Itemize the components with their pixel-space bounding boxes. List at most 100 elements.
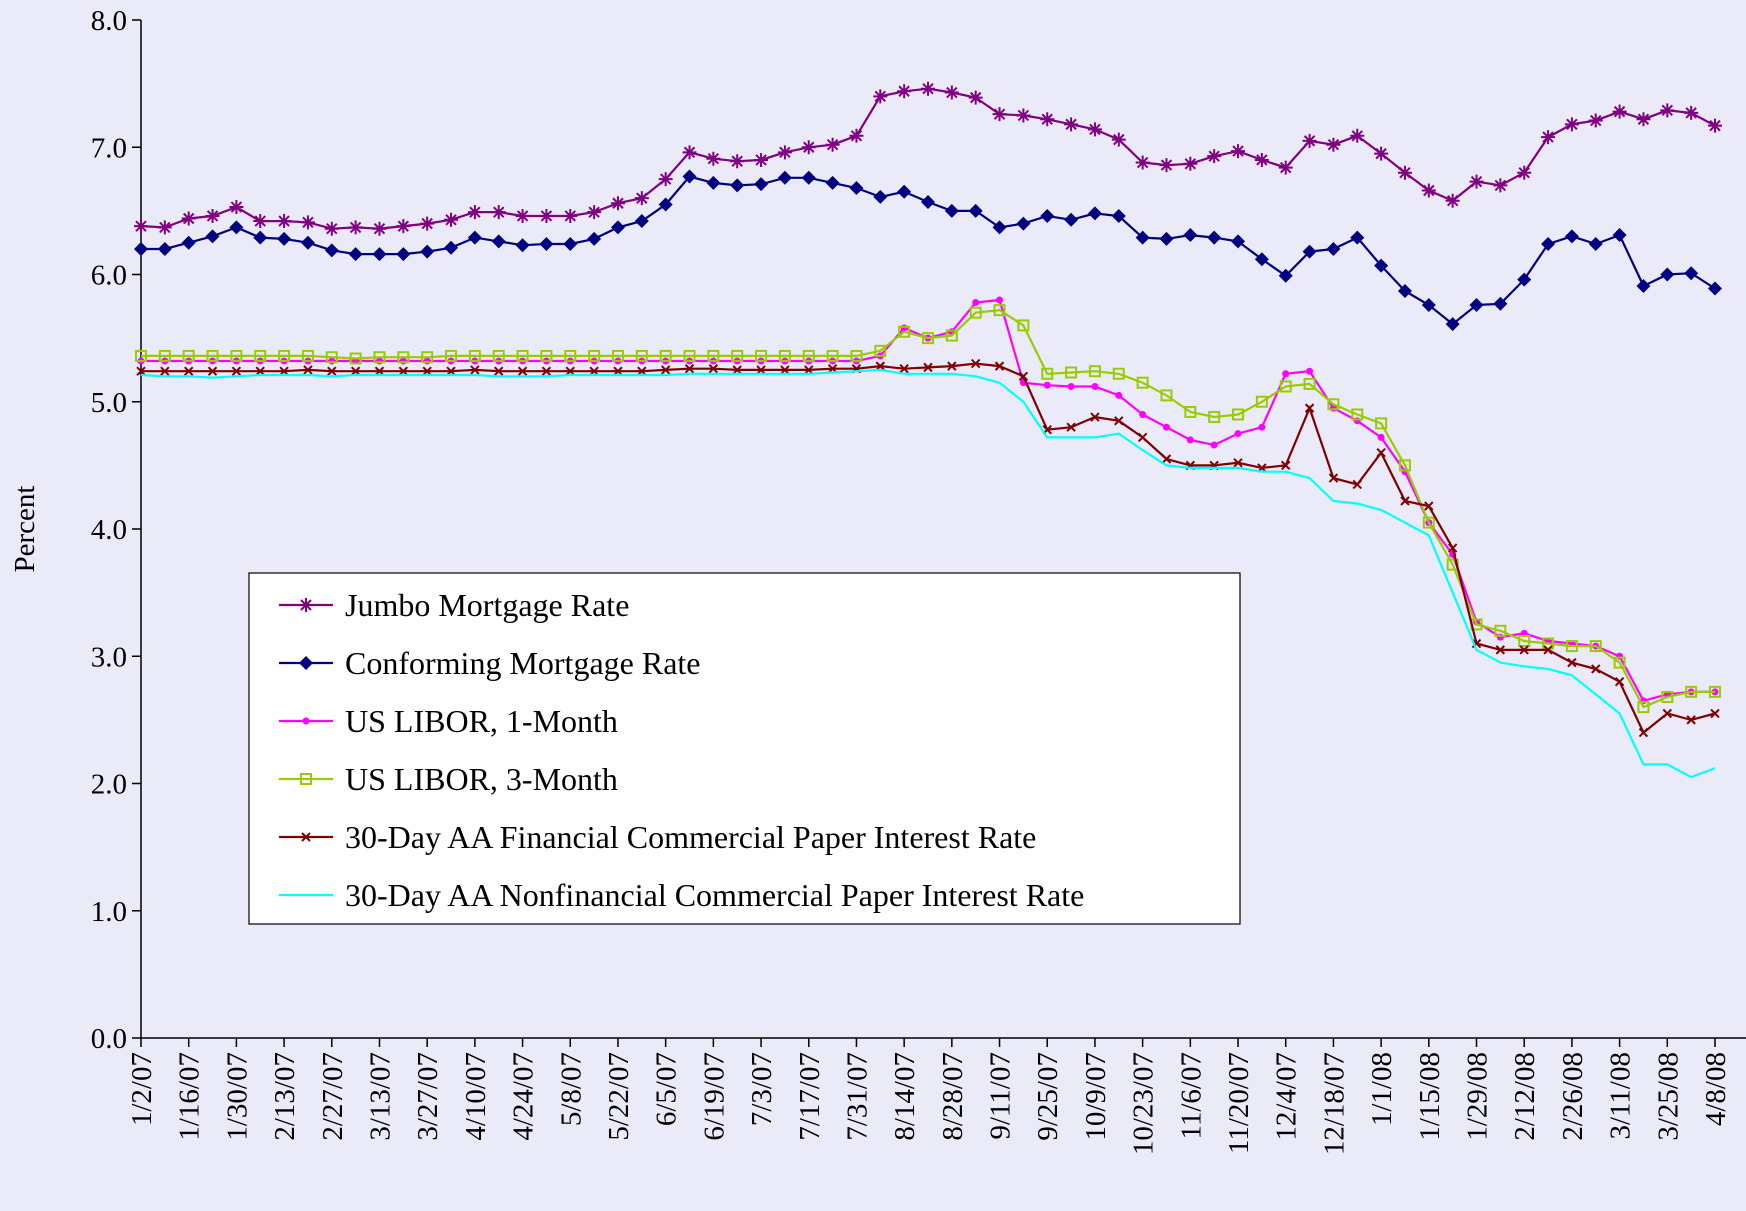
marker	[826, 349, 839, 362]
marker	[634, 191, 649, 206]
legend-label: 30-Day AA Nonfinancial Commercial Paper …	[345, 877, 1084, 913]
marker	[1115, 391, 1123, 399]
marker	[660, 365, 671, 375]
marker	[754, 177, 769, 192]
marker	[300, 215, 315, 230]
x-tick-label: 3/25/08	[1652, 1052, 1684, 1141]
marker	[348, 247, 363, 262]
marker	[1136, 376, 1149, 389]
marker	[1398, 459, 1411, 472]
marker	[1567, 657, 1577, 668]
marker	[1231, 144, 1246, 159]
marker	[253, 230, 268, 245]
marker	[801, 170, 816, 185]
marker	[992, 107, 1007, 122]
marker	[1376, 447, 1386, 458]
marker	[708, 363, 719, 374]
marker	[1708, 118, 1722, 133]
marker	[1469, 174, 1484, 189]
marker	[301, 349, 314, 362]
x-tick-label: 5/22/07	[603, 1052, 635, 1141]
marker	[423, 357, 431, 365]
series	[140, 368, 1716, 779]
series-line	[141, 308, 1715, 709]
marker	[1493, 296, 1508, 311]
marker	[873, 189, 888, 204]
x-tick-label: 12/4/07	[1271, 1052, 1303, 1141]
marker	[970, 358, 981, 369]
marker	[1374, 146, 1389, 161]
marker	[921, 332, 934, 345]
marker	[1183, 228, 1198, 243]
marker	[920, 81, 935, 96]
x-tick-label: 1/16/07	[174, 1052, 206, 1141]
marker	[1494, 624, 1507, 637]
marker	[491, 234, 506, 249]
marker	[491, 205, 506, 220]
marker	[397, 351, 410, 364]
marker	[1543, 645, 1553, 655]
marker	[802, 349, 815, 362]
x-tick-label: 1/30/07	[221, 1052, 253, 1141]
marker	[302, 717, 310, 725]
marker	[683, 349, 696, 362]
marker	[515, 238, 530, 253]
marker	[183, 366, 194, 376]
marker	[1374, 258, 1389, 273]
marker	[541, 366, 552, 376]
marker	[1017, 319, 1030, 332]
marker	[1684, 105, 1699, 120]
marker	[303, 365, 313, 375]
x-tick-label: 1/15/08	[1414, 1052, 1446, 1141]
marker	[492, 349, 505, 362]
marker	[1258, 423, 1266, 431]
marker	[920, 194, 935, 209]
marker	[992, 220, 1007, 235]
series	[134, 169, 1722, 332]
marker	[801, 140, 816, 155]
marker	[1517, 165, 1532, 180]
marker	[277, 231, 292, 246]
marker	[589, 366, 599, 376]
marker	[1495, 645, 1506, 655]
marker	[422, 366, 432, 376]
marker	[730, 178, 745, 193]
marker	[1517, 272, 1532, 287]
x-tick-label: 4/10/07	[460, 1052, 492, 1141]
marker	[444, 240, 459, 255]
marker	[1087, 206, 1102, 221]
marker	[1519, 645, 1529, 655]
x-tick-label: 3/11/08	[1605, 1052, 1637, 1140]
marker	[1016, 216, 1031, 231]
marker	[944, 203, 959, 218]
marker	[969, 306, 982, 319]
marker	[1518, 634, 1531, 647]
marker	[1328, 473, 1339, 483]
marker	[1421, 183, 1436, 198]
marker	[1231, 234, 1246, 249]
marker	[1278, 268, 1293, 283]
marker	[993, 304, 1006, 317]
marker	[540, 349, 553, 362]
marker	[374, 366, 385, 376]
marker	[1564, 229, 1579, 244]
marker	[923, 362, 933, 373]
y-tick-label: 6.0	[91, 260, 127, 292]
marker	[897, 184, 912, 199]
marker	[1207, 230, 1222, 245]
marker	[181, 235, 196, 250]
marker	[157, 220, 172, 235]
marker	[1565, 640, 1578, 653]
x-tick-label: 6/19/07	[698, 1052, 730, 1141]
marker	[875, 361, 886, 371]
marker	[1207, 149, 1222, 164]
marker	[944, 85, 959, 100]
marker	[1685, 685, 1698, 698]
marker	[1040, 208, 1055, 223]
marker	[300, 235, 315, 250]
x-tick-label: 1/29/08	[1462, 1052, 1494, 1141]
marker	[994, 361, 1005, 371]
y-tick-label: 2.0	[91, 769, 127, 801]
marker	[1327, 398, 1340, 411]
marker	[874, 344, 887, 357]
